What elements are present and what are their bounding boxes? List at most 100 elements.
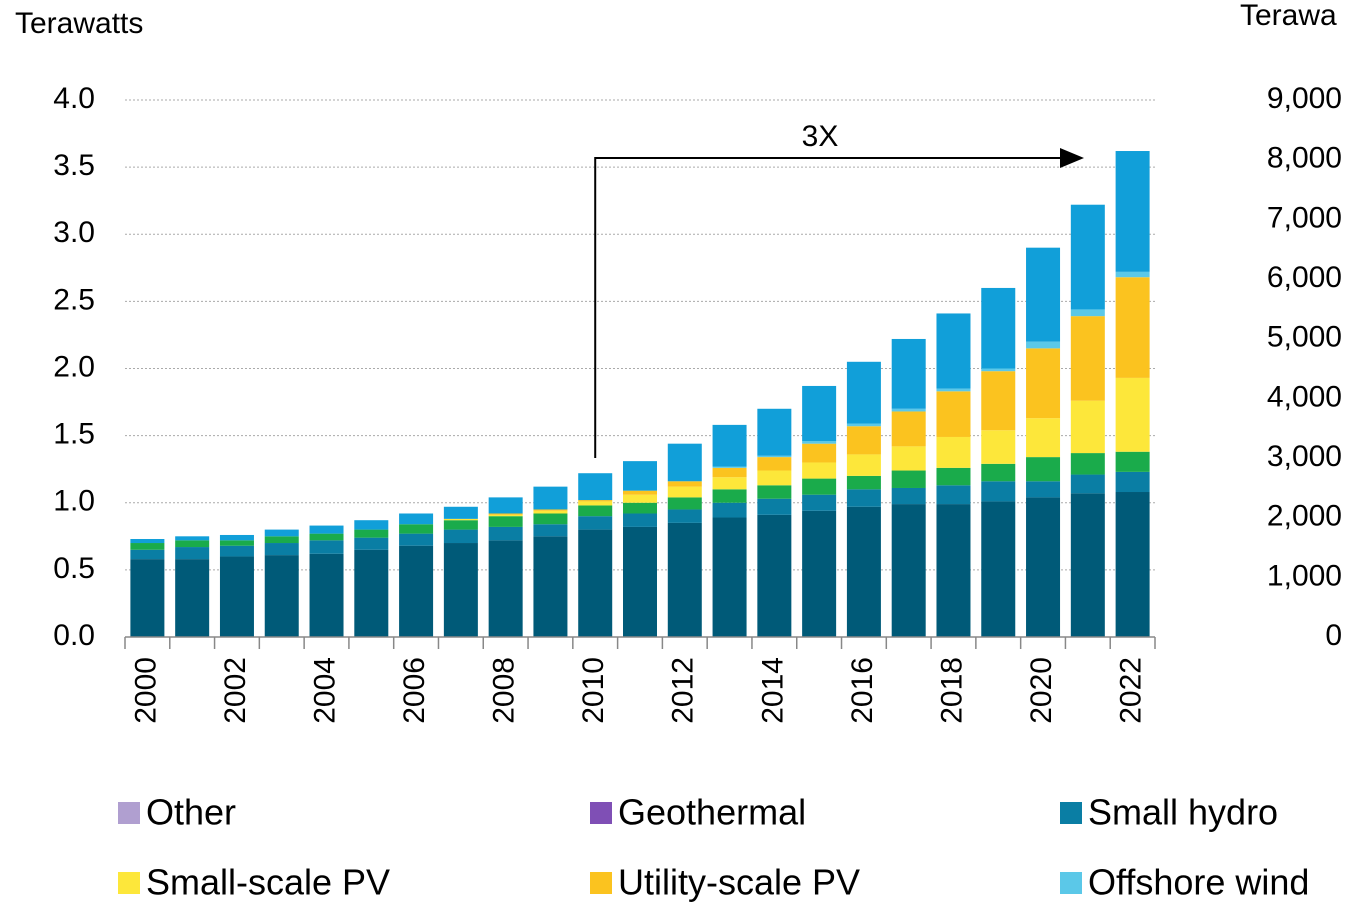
bar-segment [354, 529, 389, 538]
x-tick-label: 2000 [129, 657, 162, 724]
bar-segment [712, 424, 747, 467]
y2-tick-label: 3,000 [1267, 440, 1342, 473]
x-tick-label: 2016 [846, 657, 879, 724]
bar-segment [1026, 348, 1061, 419]
y2-tick-label: 4,000 [1267, 380, 1342, 413]
bar-segment [175, 559, 210, 637]
y2-tick-label: 6,000 [1267, 261, 1342, 294]
bar-segment [443, 520, 478, 530]
bar-segment [1070, 204, 1105, 310]
bar-segment [219, 556, 254, 637]
bar-segment [1115, 451, 1150, 472]
bar-segment [1070, 400, 1105, 454]
bar-segment [533, 536, 568, 637]
x-tick-label: 2012 [667, 657, 700, 724]
bar-segment [219, 534, 254, 541]
bar-segment [667, 522, 702, 637]
annotation: 3X [802, 120, 839, 153]
bar-segment [757, 485, 792, 499]
y-tick-label: 3.0 [53, 216, 95, 249]
bar-segment [981, 501, 1016, 637]
bar-segment [264, 536, 299, 544]
bar-segment [1026, 247, 1061, 342]
bar-segment [981, 368, 1016, 372]
bar-segment [533, 524, 568, 537]
bar-segment [1070, 493, 1105, 637]
bar-segment [354, 520, 389, 530]
bar-segment [130, 549, 165, 560]
bar-segment [533, 513, 568, 525]
bar-segment [757, 498, 792, 515]
bar-segment [712, 477, 747, 490]
legend-label: Offshore wind [1088, 862, 1309, 903]
bar-segment [1115, 151, 1150, 272]
bar-segment [623, 513, 657, 527]
bar-segment [399, 513, 434, 525]
bar-segment [533, 486, 568, 510]
bar-segment [1070, 474, 1105, 494]
bar-segment [623, 494, 657, 503]
bar-segment [309, 553, 344, 637]
bar-segment [309, 540, 344, 554]
annotation-arrowhead [1060, 148, 1084, 168]
bar-segment [981, 371, 1016, 431]
bar-segment [309, 525, 344, 534]
bar-segment [443, 529, 478, 544]
bar-segment [891, 446, 926, 471]
bar-segment [712, 489, 747, 503]
bar-segment [712, 517, 747, 637]
bar-segment [354, 537, 389, 550]
legend-label: Small-scale PV [146, 862, 390, 903]
bar-segment [1115, 277, 1150, 378]
bar-segment [936, 313, 971, 389]
bar-segment [891, 470, 926, 488]
bar-segment [802, 385, 837, 441]
bar-segment [399, 533, 434, 546]
bar-segment [802, 510, 837, 637]
bar-segment [533, 509, 568, 511]
bar-segment [981, 287, 1016, 369]
bar-segment [219, 540, 254, 546]
bar-segment [399, 545, 434, 637]
bar-segment [488, 513, 523, 515]
legend-label: Small hydro [1088, 792, 1278, 833]
y-tick-label: 2.5 [53, 283, 95, 316]
bar-segment [623, 502, 657, 514]
legend-swatch [590, 802, 612, 824]
bar-segment [488, 497, 523, 514]
x-tick-label: 2008 [488, 657, 521, 724]
bar-segment [309, 533, 344, 541]
legend-swatch [118, 802, 140, 824]
bar-segment [846, 426, 881, 455]
bar-segment [981, 463, 1016, 482]
bar-segment [578, 473, 613, 501]
bar-segment [936, 467, 971, 486]
bar-segment [846, 361, 881, 424]
bar-segment [443, 543, 478, 637]
bar-segment [175, 547, 210, 560]
bar-segment [1070, 453, 1105, 475]
bar-segment [1026, 457, 1061, 482]
bar-segment [219, 545, 254, 557]
y-tick-label: 0.5 [53, 552, 95, 585]
y-axis-label: Terawatts [15, 7, 143, 40]
bar-segment [399, 524, 434, 534]
y-tick-label: 3.5 [53, 149, 95, 182]
bar-segment [578, 529, 613, 637]
y2-tick-label: 5,000 [1267, 321, 1342, 354]
legend-label: Other [146, 792, 236, 833]
bar-segment [667, 443, 702, 482]
bar-segment [712, 467, 747, 478]
bar-segment [1026, 481, 1061, 498]
bar-segment [712, 502, 747, 518]
bar-segment [488, 540, 523, 637]
legend-swatch [590, 872, 612, 894]
legend-label: Geothermal [618, 792, 806, 833]
bar-segment [936, 391, 971, 437]
bar-segment [757, 470, 792, 486]
y2-tick-label: 7,000 [1267, 201, 1342, 234]
x-tick-label: 2014 [756, 657, 789, 724]
x-tick-label: 2006 [398, 657, 431, 724]
bar-segment [623, 526, 657, 637]
